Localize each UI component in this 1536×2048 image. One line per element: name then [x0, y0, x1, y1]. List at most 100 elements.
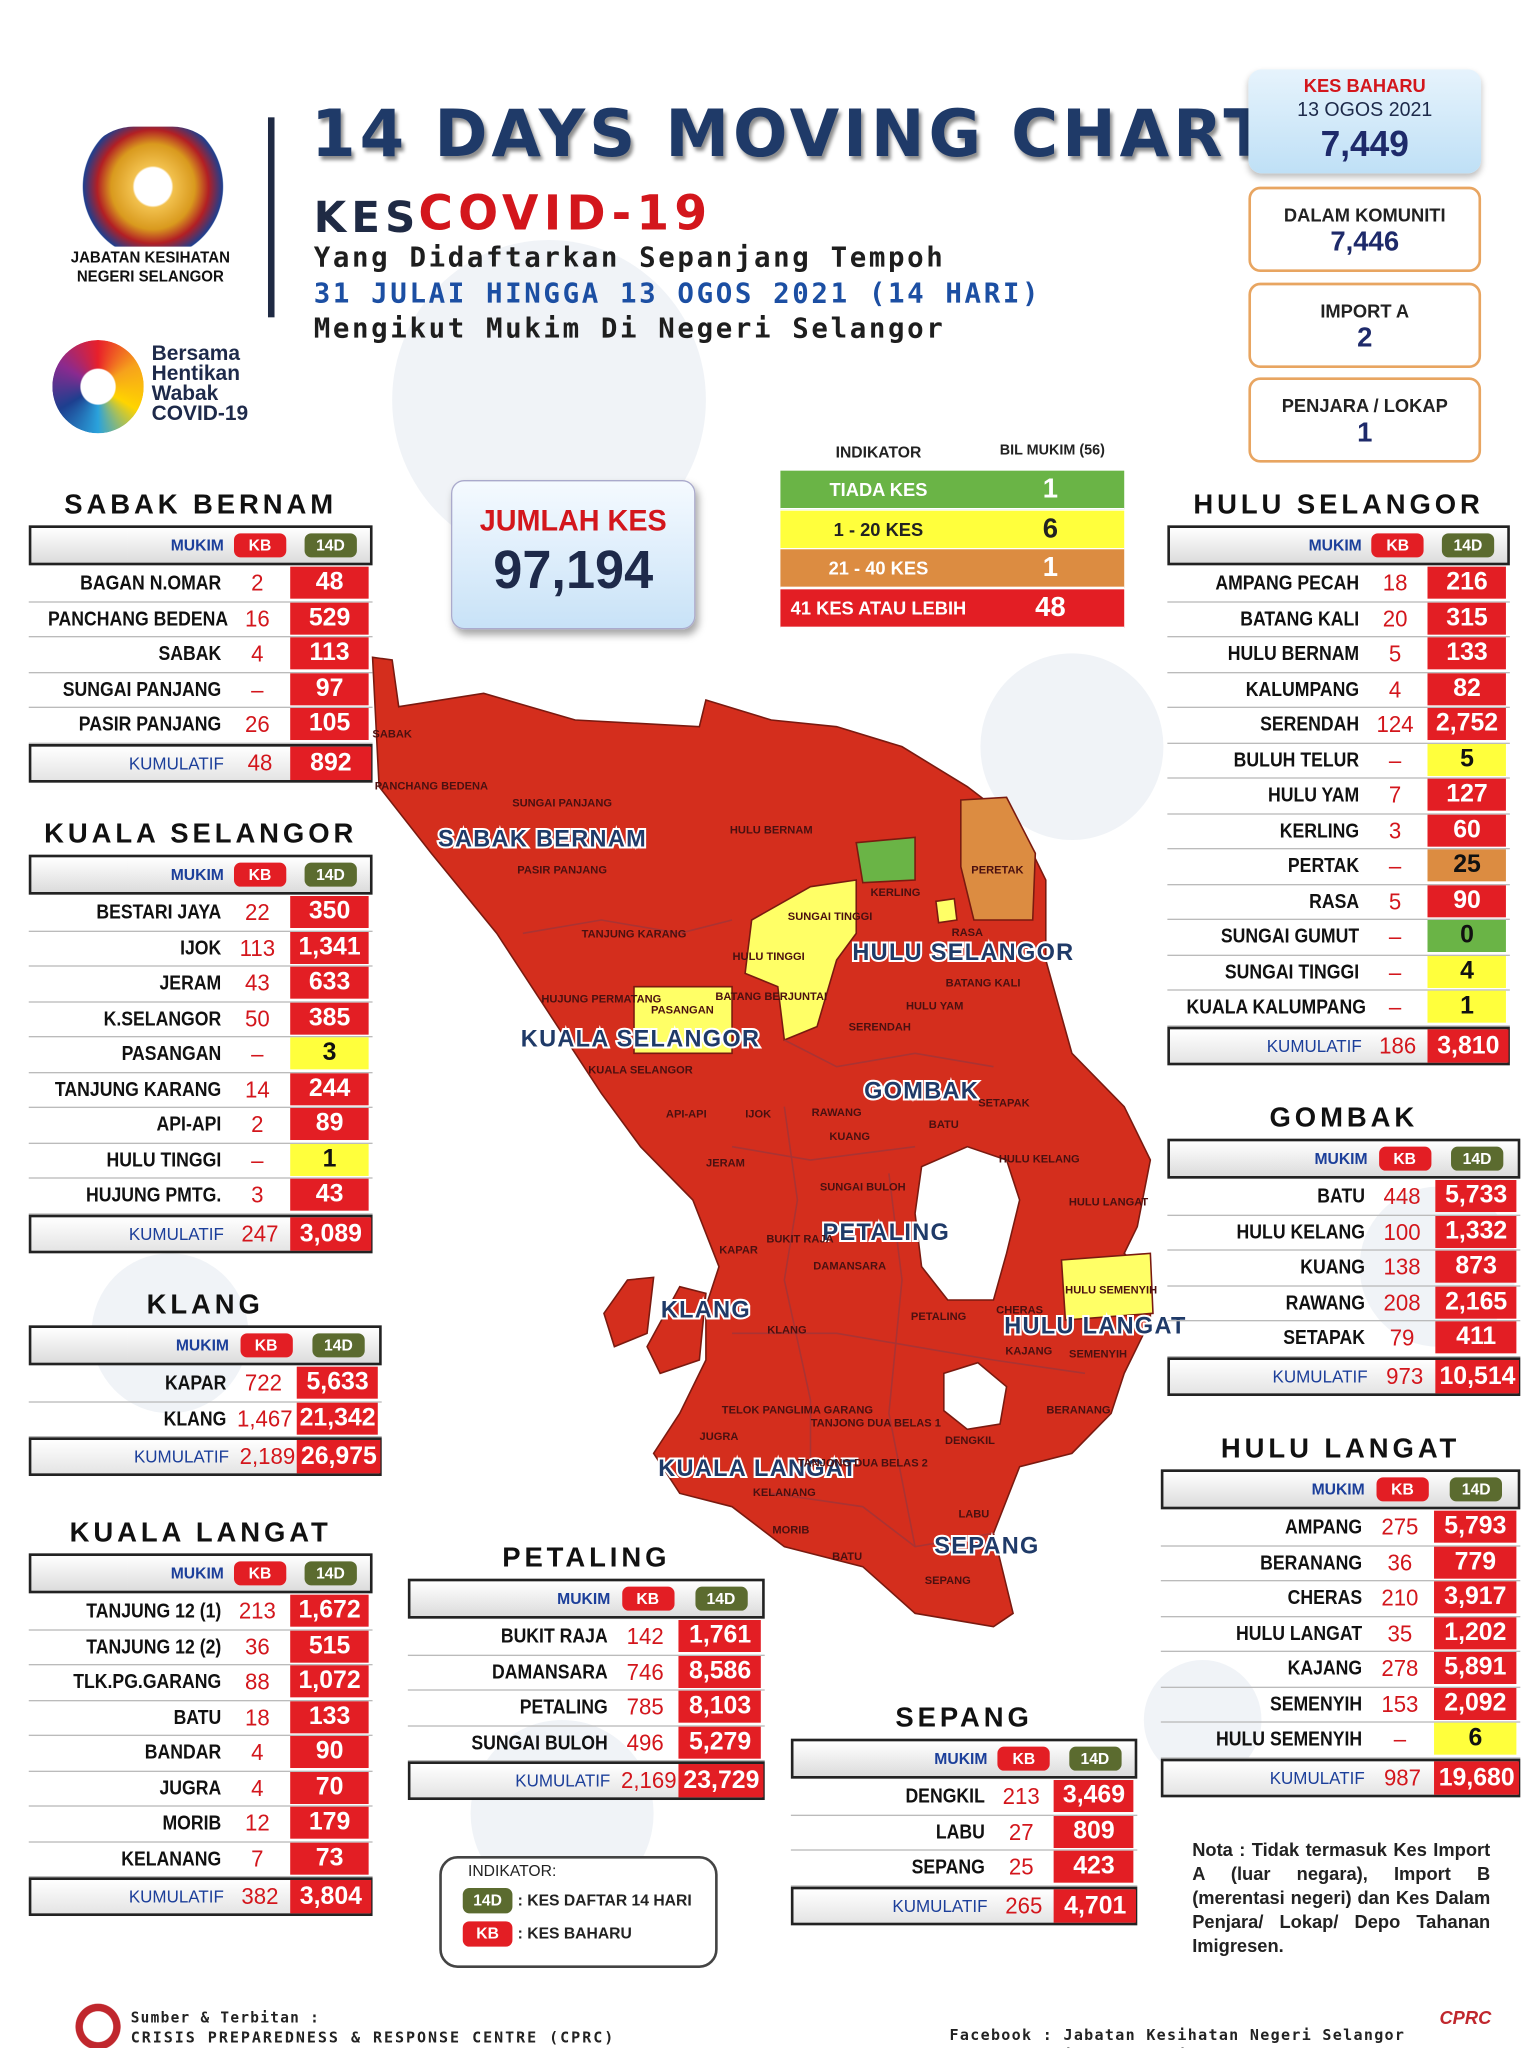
map-mukim-label: RAWANG [812, 1107, 862, 1119]
mukim-name: RAWANG [1285, 1291, 1365, 1315]
map-district-label: KUALA SELANGOR [521, 1025, 761, 1052]
mukim-name: SEPANG [911, 1856, 985, 1879]
mukim-name: KALUMPANG [1245, 678, 1360, 701]
d14-value: 133 [1427, 637, 1507, 670]
table-total: KUMULATIF 382 3,804 [28, 1877, 373, 1917]
map-mukim-label: SERENDAH [849, 1022, 911, 1034]
kb-value: 7 [251, 1846, 264, 1872]
table-row: SUNGAI BULOH 496 5,279 [407, 1725, 765, 1762]
kb-value: 496 [626, 1730, 664, 1756]
map-mukim-label: SEMENYIH [1069, 1348, 1127, 1360]
d14-value: 385 [290, 1002, 370, 1035]
kb-value: 22 [244, 900, 270, 926]
table-row: BANDAR 4 90 [28, 1735, 373, 1772]
map-mukim-label: SEPANG [925, 1575, 971, 1587]
kb-value: 79 [1389, 1325, 1415, 1351]
table-row: RAWANG 208 2,165 [1167, 1285, 1521, 1322]
mukim-name: SUNGAI TINGGI [1224, 960, 1360, 984]
district-title: GOMBAK [1269, 1102, 1419, 1134]
kb-value: 746 [626, 1659, 664, 1685]
indicator-header: INDIKATOR [835, 442, 922, 462]
map-mukim-label: KUANG [829, 1131, 870, 1143]
mukim-name: SUNGAI BULOH [471, 1731, 608, 1755]
d14-value: 3,917 [1434, 1581, 1517, 1614]
mukim-name: PERTAK [1287, 854, 1360, 878]
table-row: JUGRA 4 70 [28, 1770, 373, 1807]
map-mukim-label: TANJUNG KARANG [582, 928, 687, 940]
indicator-row: TIADA KES 1 [780, 470, 1125, 510]
total-d14: 23,729 [679, 1764, 764, 1798]
indicator-count: 48 [1035, 591, 1066, 623]
footer-source: CRISIS PREPAREDNESS & RESPONSE CENTRE (C… [130, 2028, 616, 2047]
total-label: KUMULATIF [1269, 1767, 1365, 1788]
map-mukim-label: KERLING [870, 887, 920, 899]
divider [267, 117, 275, 318]
mukim-name: HULU BERNAM [1227, 642, 1360, 666]
total-kb: 247 [241, 1220, 279, 1247]
mukim-name: BAGAN N.OMAR [80, 572, 222, 595]
new-cases-value: 7,449 [1320, 124, 1409, 165]
d14-value: 4 [1427, 955, 1507, 988]
d14-value: 5,733 [1435, 1180, 1517, 1213]
d14-value: 1,072 [290, 1665, 370, 1698]
summary-box-value: 2 [1357, 322, 1373, 354]
mukim-name: BERANANG [1260, 1551, 1363, 1575]
d14-value: 529 [290, 602, 370, 635]
mukim-name: HULU TINGGI [106, 1148, 222, 1172]
district-title: KUALA SELANGOR [44, 818, 358, 850]
table-total: KUMULATIF 48 892 [28, 743, 373, 783]
mukim-name: BULUH TELUR [1233, 748, 1360, 772]
table-row: SUNGAI GUMUT –0 [1167, 919, 1510, 956]
total-d14: 3,804 [290, 1880, 372, 1914]
new-cases-label: KES BAHARU [1303, 74, 1426, 97]
summary-box-value: 7,446 [1330, 226, 1400, 258]
d14-value: 73 [290, 1842, 370, 1875]
map-mukim-label: RASA [952, 927, 983, 939]
map-mukim-label: LABU [958, 1508, 989, 1520]
map-mukim-label: TANJONG DUA BELAS 1 [811, 1418, 941, 1430]
mukim-name: HUJUNG PMTG. [85, 1184, 222, 1207]
kb-value: 4 [251, 1740, 264, 1766]
footer-contact: Facebook : Jabatan Kesihatan Negeri Sela… [949, 2025, 1406, 2045]
header-14d: 14D [312, 1333, 365, 1358]
header-mukim: MUKIM [170, 1564, 224, 1583]
total-label: KUMULATIF [1266, 1035, 1362, 1056]
table-total: KUMULATIF 987 19,680 [1160, 1758, 1521, 1797]
table-header: MUKIM KB 14D [1167, 1138, 1521, 1179]
d14-value: 5,279 [679, 1726, 762, 1759]
d14-value: 43 [290, 1178, 370, 1211]
table-header: MUKIM KB 14D [407, 1578, 765, 1619]
legend-title: INDIKATOR: [467, 1861, 557, 1881]
kb-value: 208 [1383, 1290, 1421, 1316]
kb-value: 4 [1388, 676, 1402, 703]
kes-label: KES [313, 192, 421, 243]
mukim-name: BATU [1317, 1185, 1365, 1209]
table-row: SEMENYIH 153 2,092 [1160, 1686, 1521, 1723]
d14-value: 2,165 [1435, 1286, 1517, 1319]
d14-value: 21,342 [296, 1402, 379, 1435]
table-row: AMPANG PECAH 18 216 [1167, 565, 1510, 603]
d14-value: 25 [1427, 849, 1507, 882]
table-row: KLANG 1,467 21,342 [28, 1401, 382, 1438]
map-mukim-label: HULU KELANG [999, 1154, 1080, 1166]
table-row: SERENDAH 124 2,752 [1167, 707, 1510, 744]
table-row: DENGKIL 213 3,469 [790, 1779, 1138, 1816]
mukim-name: JUGRA [159, 1776, 222, 1800]
map-district-label: HULU SELANGOR [852, 939, 1074, 966]
total-label: KUMULATIF [1272, 1366, 1368, 1387]
indicator-count: 1 [1042, 473, 1058, 505]
kb-value: 14 [244, 1076, 270, 1103]
d14-value: 105 [290, 708, 370, 741]
d14-value: 216 [1427, 566, 1507, 599]
kb-value: – [251, 1147, 264, 1173]
table-header: MUKIM KB 14D [1160, 1469, 1521, 1510]
map-district-label: KUALA LANGAT [658, 1455, 858, 1482]
total-d14: 3,810 [1427, 1028, 1510, 1063]
campaign-text: COVID-19 [151, 402, 249, 426]
table-row: KAPAR 722 5,633 [28, 1365, 382, 1403]
kb-value: 5 [1388, 888, 1402, 915]
map-mukim-label: BERANANG [1046, 1404, 1110, 1416]
kb-value: – [1393, 1726, 1407, 1753]
d14-value: 3 [290, 1037, 370, 1070]
